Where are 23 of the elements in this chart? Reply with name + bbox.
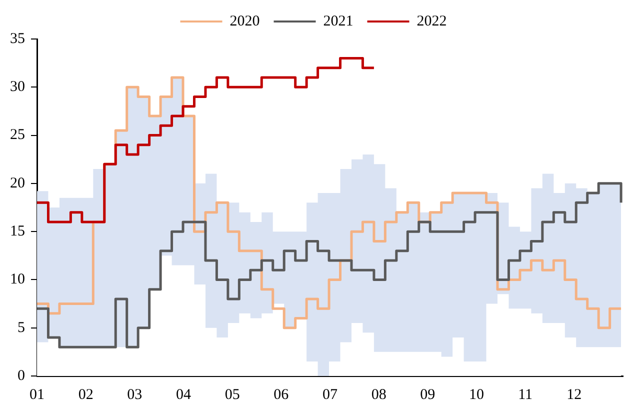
legend-label: 2022 [416, 13, 447, 30]
y-tick-label: 25 [10, 127, 25, 144]
x-tick-label: 02 [78, 386, 94, 403]
legend-label: 2020 [230, 13, 260, 30]
y-tick-label: 0 [18, 368, 25, 384]
x-tick-label: 12 [566, 386, 582, 403]
y-tick-label: 30 [10, 79, 25, 96]
x-tick-label: 09 [420, 386, 436, 403]
x-tick-label: 01 [30, 386, 44, 403]
x-tick-label: 07 [322, 386, 338, 403]
y-tick-label: 5 [18, 320, 25, 336]
x-tick-label: 06 [274, 386, 290, 403]
legend-label: 2021 [323, 13, 354, 30]
x-tick-label: 10 [469, 386, 484, 403]
y-tick-label: 10 [10, 272, 25, 288]
x-tick-label: 04 [176, 386, 192, 403]
x-tick-label: 03 [127, 386, 142, 403]
x-tick-label: 11 [518, 386, 533, 403]
x-tick-label: 08 [371, 386, 386, 403]
y-tick-label: 35 [10, 30, 25, 47]
y-tick-label: 20 [10, 175, 25, 192]
y-tick-label: 15 [10, 224, 25, 240]
x-tick-label: 05 [224, 386, 240, 403]
